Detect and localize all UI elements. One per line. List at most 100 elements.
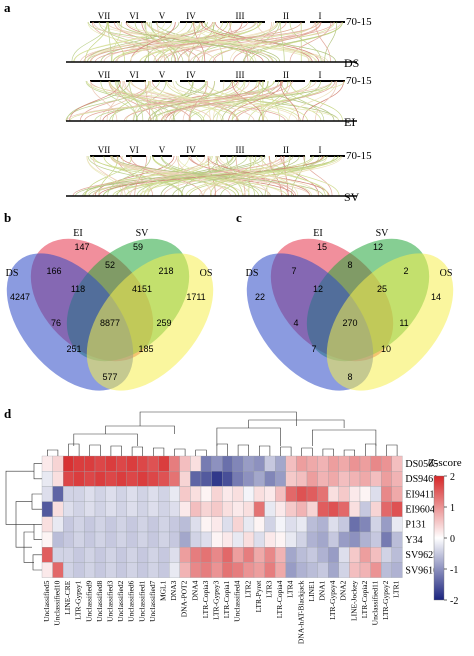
genome-label: SV bbox=[344, 190, 360, 204]
venn-count-ds-ei-os: 10 bbox=[381, 344, 391, 354]
synteny-link bbox=[107, 21, 126, 63]
venn-count-ds-sv: 76 bbox=[51, 318, 61, 328]
dendrogram-branch bbox=[31, 493, 42, 510]
synteny-link bbox=[243, 155, 328, 197]
synteny-link bbox=[212, 80, 225, 122]
heatmap-cell bbox=[359, 547, 371, 563]
heatmap-cell bbox=[179, 531, 191, 548]
synteny-link bbox=[152, 155, 260, 197]
dendrogram-branch bbox=[32, 554, 42, 571]
venn-count-sv-os: 2 bbox=[403, 266, 408, 276]
heatmap-cell bbox=[264, 501, 276, 517]
synteny-link bbox=[89, 21, 248, 63]
heatmap-cell bbox=[63, 471, 74, 487]
heatmap-cell bbox=[169, 516, 180, 533]
heatmap-cell bbox=[285, 486, 297, 502]
heatmap-cell bbox=[338, 547, 350, 563]
synteny-link bbox=[268, 155, 340, 197]
heatmap-cell bbox=[328, 562, 339, 578]
column-label: LTR3 bbox=[264, 580, 273, 597]
synteny-link bbox=[242, 21, 343, 63]
synteny-link bbox=[93, 21, 217, 63]
chromosome-label: II bbox=[283, 70, 289, 80]
chromosome-label: II bbox=[283, 11, 289, 21]
heatmap-cell bbox=[116, 486, 127, 502]
synteny-link bbox=[198, 155, 343, 197]
heatmap-cell bbox=[73, 455, 85, 472]
heatmap-cell bbox=[147, 471, 159, 487]
heatmap-cell bbox=[211, 547, 223, 563]
heatmap-cell bbox=[381, 516, 392, 533]
synteny-link bbox=[262, 80, 264, 122]
heatmap-cell bbox=[126, 531, 138, 548]
synteny-link bbox=[150, 80, 154, 122]
heatmap-cell bbox=[126, 562, 138, 578]
synteny-link bbox=[152, 155, 240, 197]
heatmap-cell bbox=[370, 547, 382, 563]
heatmap-cell bbox=[232, 516, 244, 533]
dendrogram-branch bbox=[343, 449, 355, 456]
synteny-link bbox=[150, 21, 179, 63]
column-label: Unclassified4 bbox=[233, 580, 242, 621]
heatmap-cell bbox=[63, 486, 74, 502]
heatmap-cell bbox=[275, 486, 286, 502]
heatmap-cell bbox=[306, 501, 318, 517]
synteny-link bbox=[119, 80, 158, 122]
heatmap-cell bbox=[381, 455, 392, 472]
synteny-link bbox=[73, 21, 172, 63]
genome-label: EI bbox=[344, 115, 355, 129]
heatmap-cell bbox=[41, 562, 53, 578]
synteny-link bbox=[69, 80, 345, 122]
dendrogram-branch bbox=[131, 446, 143, 456]
heatmap-cell bbox=[264, 547, 276, 563]
synteny-link bbox=[192, 21, 279, 63]
heatmap-cell bbox=[317, 547, 329, 563]
heatmap-cell bbox=[41, 501, 53, 517]
heatmap-cell bbox=[190, 501, 202, 517]
synteny-link bbox=[107, 155, 152, 197]
heatmap-cell bbox=[381, 547, 392, 563]
heatmap-cell bbox=[328, 547, 339, 563]
dendrogram-branch bbox=[33, 524, 42, 540]
synteny-link bbox=[289, 80, 343, 122]
heatmap-cell bbox=[285, 455, 297, 472]
heatmap-cell bbox=[359, 501, 371, 517]
synteny-link bbox=[231, 80, 333, 122]
column-label: LINE-CRE bbox=[63, 580, 72, 615]
venn-count-sv-only: 59 bbox=[133, 242, 143, 252]
heatmap-cell bbox=[116, 455, 127, 472]
venn-count-ds-os: 577 bbox=[102, 372, 117, 382]
synteny-link bbox=[86, 21, 201, 63]
heatmap-cell bbox=[52, 516, 64, 533]
heatmap-cell bbox=[264, 562, 276, 578]
synteny-link bbox=[291, 155, 306, 197]
heatmap-cell bbox=[338, 486, 350, 502]
synteny-link bbox=[218, 155, 319, 197]
heatmap-cell bbox=[349, 486, 361, 502]
heatmap-cell bbox=[105, 486, 117, 502]
synteny-link bbox=[314, 80, 338, 122]
column-label: DNA-hAT-Blackjack bbox=[296, 580, 305, 644]
set-label-os: OS bbox=[440, 268, 453, 279]
venn-count-ds-only: 4247 bbox=[10, 292, 30, 302]
heatmap-cell bbox=[63, 516, 74, 533]
venn-count-ei-os: 11 bbox=[399, 318, 408, 328]
dendrogram-branch bbox=[105, 425, 175, 434]
heatmap-cell bbox=[391, 516, 403, 533]
heatmap-cell bbox=[116, 562, 127, 578]
synteny-link bbox=[84, 21, 108, 63]
heatmap-cell bbox=[370, 486, 382, 502]
heatmap-cell bbox=[73, 531, 85, 548]
synteny-links bbox=[65, 80, 345, 122]
heatmap-cell bbox=[137, 531, 149, 548]
venn-diagram-c: EI SV DS OS 15 12 22 14 7 8 2 12 25 4 270 11 7 10 8 bbox=[246, 228, 454, 391]
heatmap-cell bbox=[370, 531, 382, 548]
dendrogram-branch bbox=[237, 444, 249, 456]
synteny-link bbox=[150, 80, 333, 122]
heatmap-cell bbox=[222, 547, 233, 563]
heatmap-cell bbox=[200, 547, 212, 563]
heatmap-cell bbox=[359, 516, 371, 533]
chromosome-label: VI bbox=[129, 70, 139, 80]
heatmap-cell bbox=[84, 531, 96, 548]
